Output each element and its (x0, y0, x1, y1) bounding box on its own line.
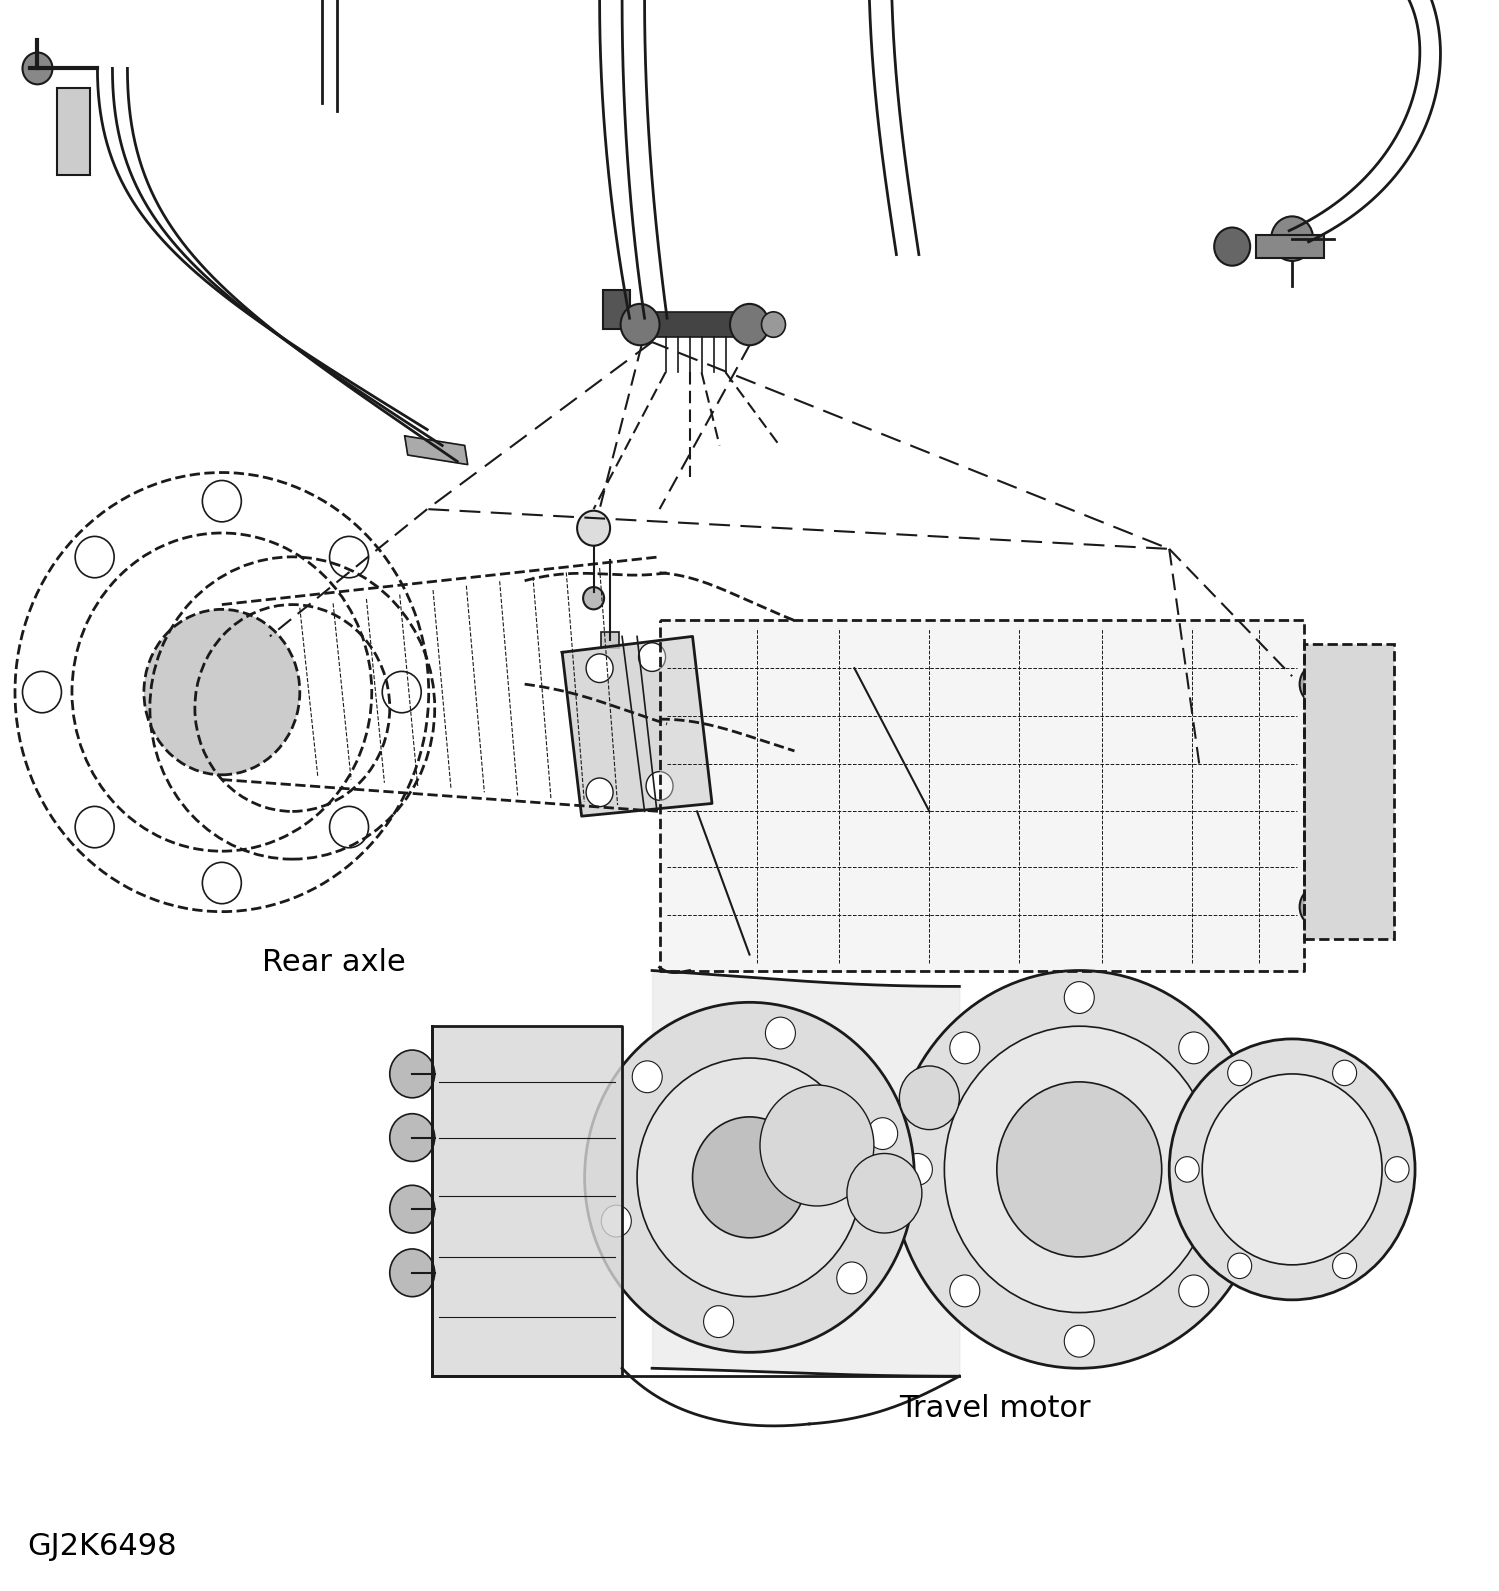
Polygon shape (405, 436, 468, 465)
Circle shape (390, 1114, 435, 1161)
Circle shape (1228, 1060, 1252, 1085)
Circle shape (899, 1066, 959, 1130)
Bar (57, 88, 90, 175)
Circle shape (1385, 1157, 1409, 1182)
Circle shape (390, 1050, 435, 1098)
Circle shape (202, 862, 241, 904)
Circle shape (382, 671, 421, 713)
Circle shape (761, 312, 785, 337)
Circle shape (868, 1118, 898, 1150)
Text: GJ2K6498: GJ2K6498 (27, 1532, 177, 1561)
Circle shape (892, 971, 1267, 1368)
Circle shape (902, 1153, 932, 1185)
Circle shape (390, 1185, 435, 1233)
Circle shape (944, 1026, 1214, 1313)
Circle shape (144, 609, 300, 775)
Circle shape (586, 654, 613, 683)
Circle shape (1214, 228, 1250, 266)
Text: Rear axle: Rear axle (262, 948, 406, 977)
Circle shape (766, 1017, 796, 1048)
Bar (601, 632, 619, 648)
Bar (1256, 235, 1324, 258)
Circle shape (1226, 1153, 1256, 1185)
Circle shape (22, 671, 61, 713)
Circle shape (950, 1033, 980, 1064)
Bar (1304, 644, 1394, 939)
Circle shape (1064, 1325, 1094, 1357)
Circle shape (1333, 1254, 1357, 1279)
Bar (654, 312, 736, 337)
Circle shape (1169, 1039, 1415, 1300)
Circle shape (583, 587, 604, 609)
Circle shape (1202, 1074, 1382, 1265)
Text: Travel motor: Travel motor (899, 1394, 1091, 1422)
Circle shape (1300, 886, 1339, 928)
Circle shape (330, 807, 369, 848)
Circle shape (1175, 1157, 1199, 1182)
Circle shape (836, 1262, 866, 1293)
Circle shape (621, 304, 660, 345)
Circle shape (1178, 1274, 1208, 1306)
Circle shape (202, 480, 241, 522)
Circle shape (1300, 663, 1339, 705)
Circle shape (75, 807, 114, 848)
Circle shape (950, 1274, 980, 1306)
Circle shape (586, 778, 613, 807)
Circle shape (730, 304, 769, 345)
Circle shape (646, 772, 673, 800)
Circle shape (577, 511, 610, 546)
Circle shape (390, 1249, 435, 1297)
Polygon shape (432, 1026, 622, 1376)
Circle shape (633, 1061, 663, 1093)
Circle shape (1271, 216, 1313, 261)
Polygon shape (660, 620, 1304, 971)
Circle shape (760, 1085, 874, 1206)
Circle shape (847, 1153, 922, 1233)
Circle shape (22, 53, 52, 84)
Circle shape (1333, 1060, 1357, 1085)
Circle shape (639, 643, 666, 671)
Circle shape (601, 1204, 631, 1236)
Circle shape (1228, 1254, 1252, 1279)
Polygon shape (562, 636, 712, 816)
Circle shape (1064, 982, 1094, 1013)
Circle shape (637, 1058, 862, 1297)
Circle shape (997, 1082, 1162, 1257)
Circle shape (693, 1117, 806, 1238)
Circle shape (75, 536, 114, 578)
Circle shape (1178, 1033, 1208, 1064)
Bar (603, 290, 630, 329)
Circle shape (703, 1306, 733, 1338)
Circle shape (330, 536, 369, 578)
Circle shape (585, 1002, 914, 1352)
